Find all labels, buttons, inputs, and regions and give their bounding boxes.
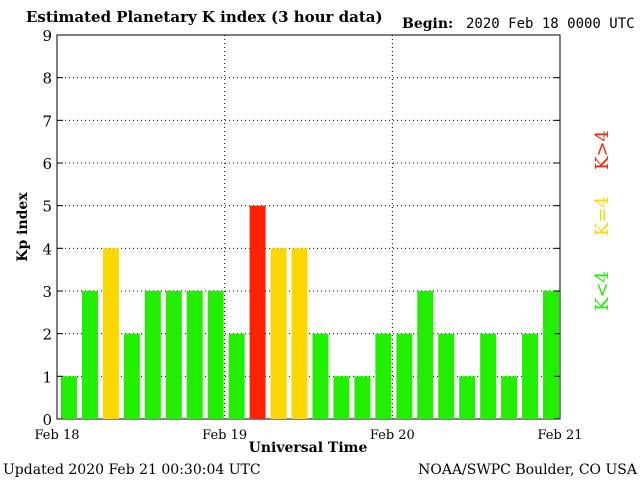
kp-bar	[375, 333, 392, 419]
kp-bar	[291, 248, 308, 419]
y-tick-label: 9	[42, 27, 52, 45]
kp-bar	[228, 333, 245, 419]
kp-bar	[312, 333, 329, 419]
y-tick-label: 4	[42, 240, 52, 258]
x-tick-label: Feb 21	[538, 428, 583, 443]
kp-bar	[61, 376, 77, 419]
kp-bar	[165, 291, 182, 419]
kp-bar	[249, 205, 266, 419]
kp-bar	[144, 291, 161, 419]
kp-bar	[333, 376, 350, 419]
y-axis-label: Kp index	[15, 192, 31, 262]
y-tick-label: 1	[42, 368, 52, 386]
kp-bar	[186, 291, 203, 419]
x-axis-label: Universal Time	[249, 440, 368, 456]
x-axis-ticks: Feb 18 Feb 19 Feb 20 Feb 21	[35, 428, 583, 443]
y-tick-label: 8	[42, 70, 52, 88]
kp-bar	[102, 248, 119, 419]
legend-low: K<4	[592, 271, 613, 311]
begin-value: 2020 Feb 18 0000 UTC	[466, 16, 635, 32]
plot-grid	[57, 35, 560, 419]
begin-label: Begin:	[402, 16, 453, 32]
legend-high: K>4	[592, 130, 613, 170]
plot-frame	[56, 34, 561, 420]
kp-bar	[270, 248, 287, 419]
kp-bar	[480, 333, 497, 419]
kp-bar	[123, 333, 140, 419]
y-tick-label: 5	[42, 198, 52, 216]
bar-series	[61, 205, 559, 419]
y-tick-label: 6	[42, 155, 52, 173]
y-tick-label: 3	[42, 283, 52, 301]
kp-bar	[354, 376, 371, 419]
x-tick-label: Feb 18	[35, 428, 80, 443]
kp-bar	[522, 333, 539, 419]
y-axis-ticks: 0 1 2 3 4 5 6 7 8 9	[42, 27, 560, 429]
kp-bar	[81, 291, 98, 419]
kp-bar	[396, 333, 413, 419]
y-tick-label: 0	[42, 411, 52, 429]
kp-bar	[417, 291, 434, 419]
y-tick-label: 7	[42, 112, 52, 130]
x-tick-label: Feb 19	[202, 428, 247, 443]
kp-bar	[459, 376, 476, 419]
kp-bar	[543, 291, 559, 419]
legend-mid: K=4	[592, 196, 613, 236]
kp-bar	[501, 376, 518, 419]
kp-bar	[207, 291, 224, 419]
chart-title: Estimated Planetary K index (3 hour data…	[26, 8, 383, 26]
x-tick-label: Feb 20	[370, 428, 415, 443]
updated-timestamp: Updated 2020 Feb 21 00:30:04 UTC	[3, 462, 261, 478]
y-tick-label: 2	[42, 326, 52, 344]
source-credit: NOAA/SWPC Boulder, CO USA	[418, 462, 638, 478]
kp-bar	[438, 333, 455, 419]
